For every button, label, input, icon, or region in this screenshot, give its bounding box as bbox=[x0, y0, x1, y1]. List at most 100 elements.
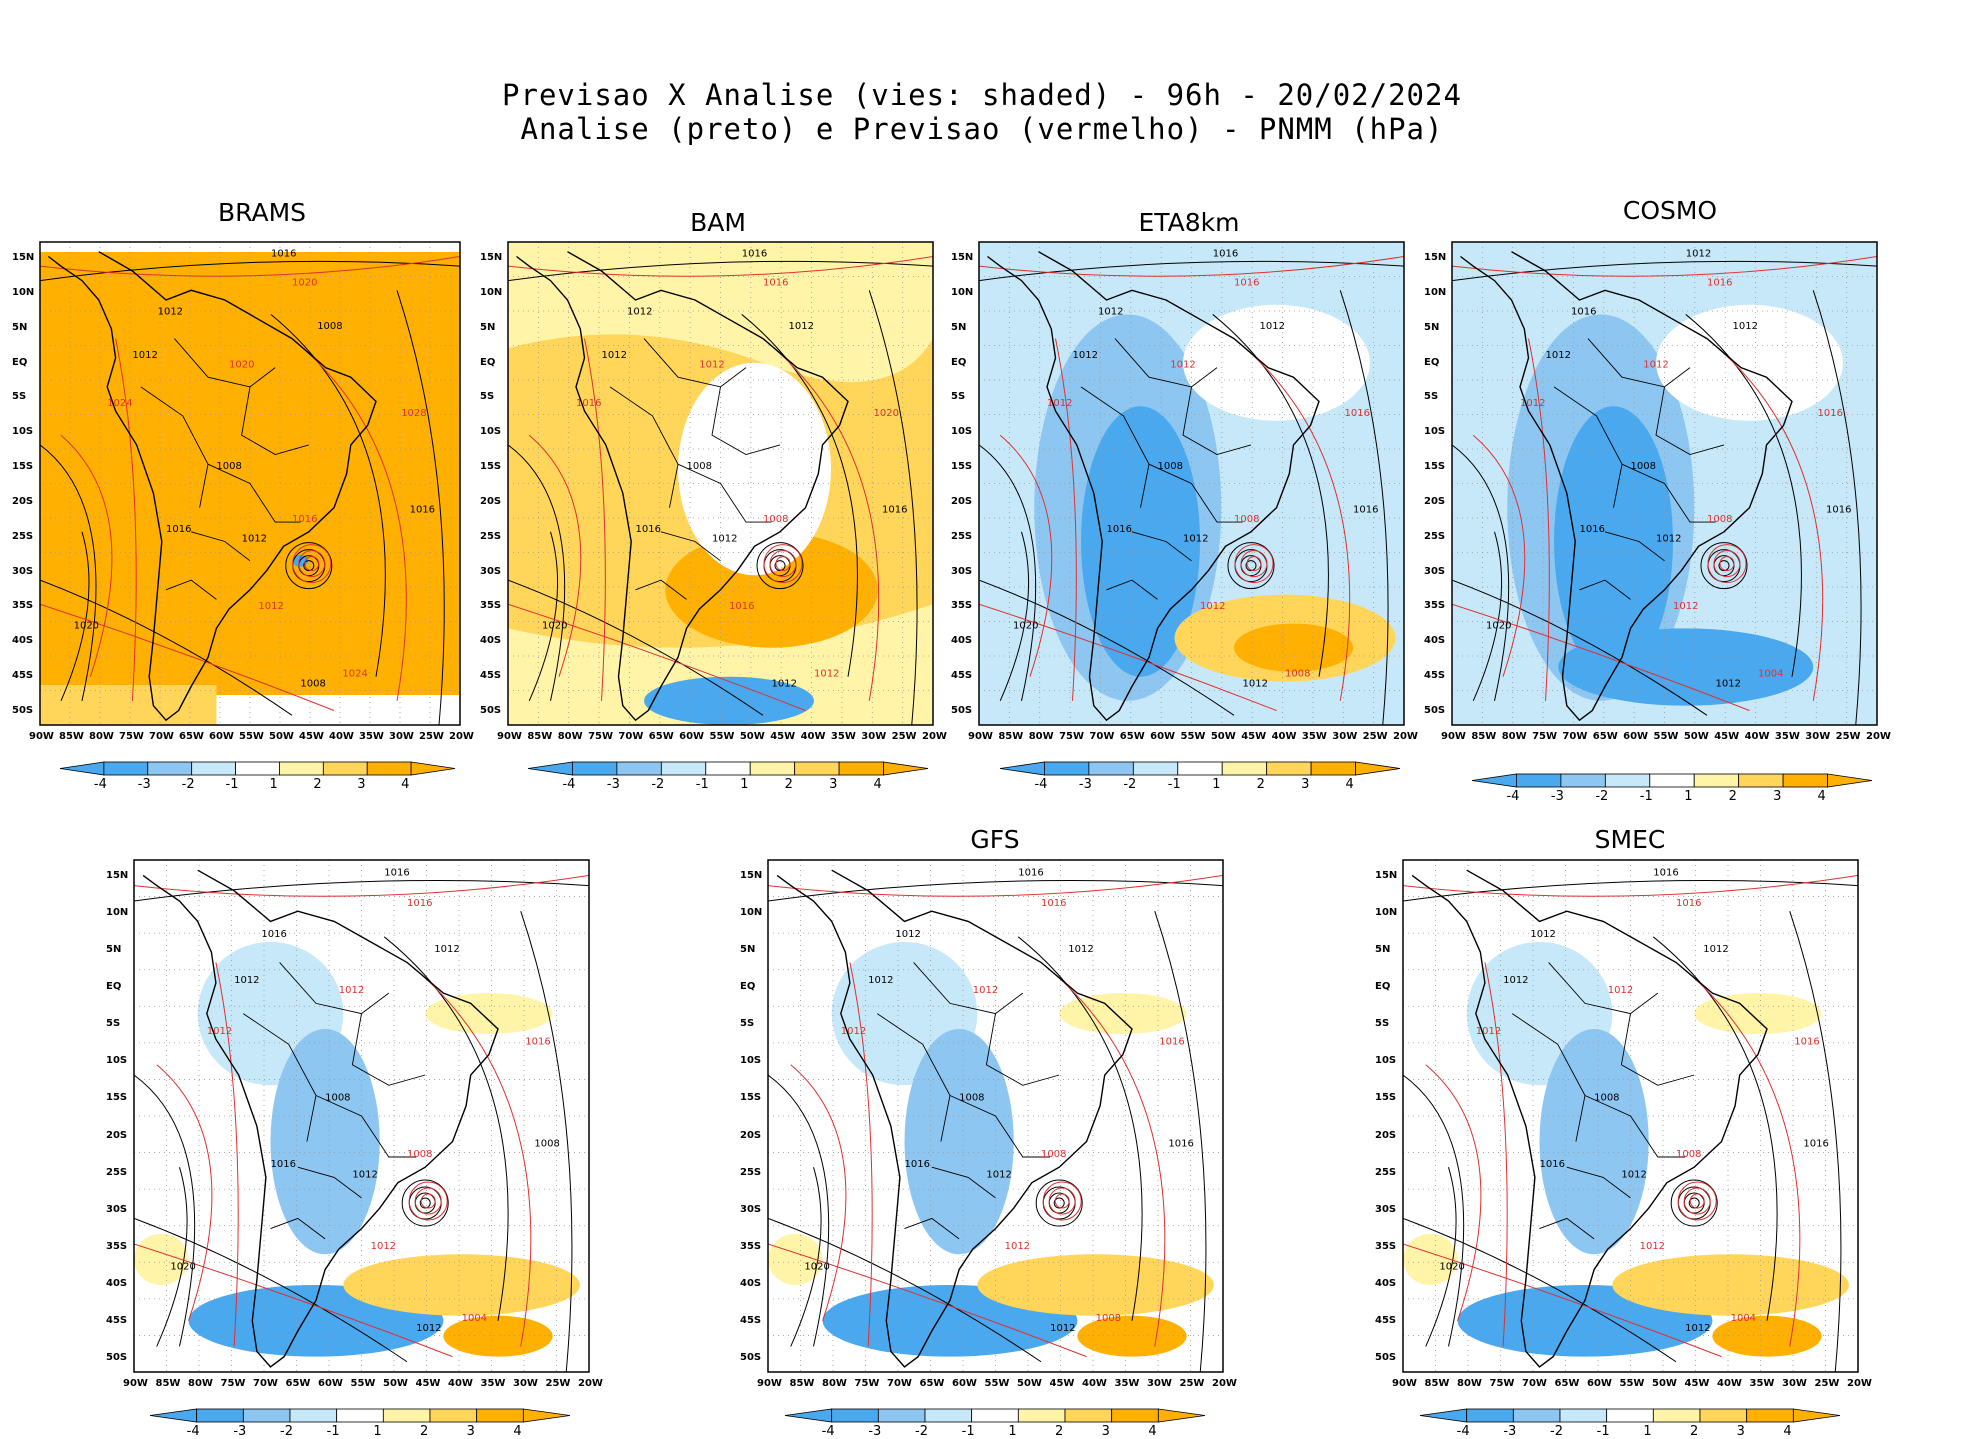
lat-tick-label: 30S bbox=[740, 1203, 762, 1215]
isobar-label-analysis: 1008 bbox=[959, 1093, 984, 1104]
isobar-label-analysis: 1012 bbox=[1098, 306, 1123, 317]
isobar-label-forecast: 1012 bbox=[1520, 398, 1545, 409]
isobar-label-forecast: 1016 bbox=[1159, 1036, 1184, 1047]
lat-tick-label: EQ bbox=[1424, 356, 1440, 368]
lon-tick-label: 30W bbox=[513, 1378, 538, 1389]
colorbar-label: 2 bbox=[1055, 1424, 1064, 1439]
lat-tick-label: EQ bbox=[951, 356, 967, 368]
isobar-label-forecast: 1004 bbox=[1731, 1313, 1756, 1324]
isobar-label-forecast: 1012 bbox=[1047, 398, 1072, 409]
lon-tick-label: 55W bbox=[1653, 731, 1679, 742]
lon-tick-label: 55W bbox=[1180, 731, 1206, 742]
colorbar-label: 1 bbox=[373, 1424, 382, 1439]
isobar-label-analysis: 1016 bbox=[742, 248, 767, 259]
lat-tick-label: 5S bbox=[740, 1018, 755, 1030]
lat-tick-label: 35S bbox=[1375, 1240, 1397, 1252]
lat-tick-label: 25S bbox=[106, 1166, 128, 1178]
colorbar-label: -4 bbox=[1456, 1424, 1470, 1439]
lon-tick-label: 45W bbox=[1049, 1378, 1075, 1389]
lat-tick-label: 30S bbox=[12, 565, 34, 577]
colorbar-label: -1 bbox=[1596, 1424, 1610, 1439]
isobar-label-forecast: 1008 bbox=[1234, 514, 1259, 525]
isobar-label-analysis: 1012 bbox=[712, 533, 737, 544]
colorbar-label: 4 bbox=[873, 777, 882, 792]
colorbar-label: 3 bbox=[1773, 789, 1782, 804]
isobar-label-forecast: 1016 bbox=[1234, 277, 1259, 288]
colorbar-label: -4 bbox=[1506, 789, 1520, 804]
isobar-label-forecast: 1004 bbox=[1758, 669, 1783, 680]
lon-tick-label: 20W bbox=[1866, 731, 1891, 742]
lat-tick-label: 45S bbox=[106, 1314, 128, 1326]
lon-tick-label: 65W bbox=[179, 731, 204, 742]
colorbar-label: 3 bbox=[357, 777, 366, 792]
colorbar bbox=[527, 761, 929, 776]
lat-tick-label: 10N bbox=[1375, 907, 1398, 919]
lat-tick-label: 35S bbox=[1424, 600, 1446, 612]
panel-title: ETA8km bbox=[1138, 208, 1240, 237]
colorbar-label: -1 bbox=[695, 777, 709, 792]
isobar-label-forecast: 1016 bbox=[1818, 408, 1843, 419]
lat-tick-label: EQ bbox=[12, 356, 28, 368]
isobar-label-forecast: 1008 bbox=[1096, 1313, 1121, 1324]
isobar-label-analysis: 1008 bbox=[216, 461, 241, 472]
isobar-label-forecast: 1012 bbox=[699, 360, 724, 371]
lon-tick-label: 40W bbox=[1271, 731, 1297, 742]
lon-tick-label: 70W bbox=[618, 731, 644, 742]
isobar-label-forecast: 1016 bbox=[1345, 408, 1370, 419]
isobar-label-analysis: 1016 bbox=[410, 504, 435, 515]
colorbar-label: -3 bbox=[137, 777, 151, 792]
lon-tick-label: 25W bbox=[1835, 731, 1861, 742]
isobar-label-analysis: 1016 bbox=[384, 867, 409, 878]
lat-tick-label: 5S bbox=[12, 391, 27, 403]
lon-tick-label: 55W bbox=[1619, 1378, 1645, 1389]
isobar-label-analysis: 1012 bbox=[234, 975, 259, 986]
isobar-label-forecast: 1012 bbox=[1476, 1026, 1501, 1037]
lon-tick-label: 25W bbox=[891, 731, 917, 742]
isobar-label-forecast: 1008 bbox=[1041, 1149, 1066, 1160]
isobar-label-analysis: 1020 bbox=[804, 1262, 829, 1273]
isobar-label-analysis: 1012 bbox=[1530, 929, 1555, 940]
lon-tick-label: 60W bbox=[318, 1378, 343, 1389]
lat-tick-label: 40S bbox=[740, 1277, 762, 1289]
panel-title: GFS bbox=[970, 825, 1020, 854]
lon-tick-label: 75W bbox=[854, 1378, 880, 1389]
lon-tick-label: 20W bbox=[1212, 1378, 1237, 1389]
lat-tick-label: 35S bbox=[106, 1240, 128, 1252]
lon-tick-label: 85W bbox=[1471, 731, 1497, 742]
lat-tick-label: 15S bbox=[1424, 461, 1446, 473]
isobar-label-analysis: 1016 bbox=[1018, 867, 1043, 878]
lon-tick-label: 90W bbox=[1392, 1378, 1417, 1389]
lon-tick-label: 50W bbox=[269, 731, 294, 742]
isobar-label-forecast: 1012 bbox=[1643, 360, 1668, 371]
lon-tick-label: 30W bbox=[1332, 731, 1358, 742]
isobar-label-analysis: 1016 bbox=[1571, 306, 1596, 317]
isobar-label-analysis: 1020 bbox=[542, 620, 567, 631]
lon-tick-label: 65W bbox=[1554, 1378, 1580, 1389]
lon-tick-label: 70W bbox=[887, 1378, 912, 1389]
figure-title-line1: Previsao X Analise (vies: shaded) - 96h … bbox=[502, 78, 1462, 112]
lon-tick-label: 50W bbox=[383, 1378, 408, 1389]
isobar-label-forecast: 1016 bbox=[763, 277, 788, 288]
lat-tick-label: 10N bbox=[480, 286, 503, 298]
lon-tick-label: 60W bbox=[952, 1378, 977, 1389]
lon-tick-label: 80W bbox=[1501, 731, 1527, 742]
lat-tick-label: 15S bbox=[951, 461, 973, 473]
isobar-label-analysis: 1016 bbox=[1826, 504, 1851, 515]
lon-tick-label: 40W bbox=[1082, 1378, 1107, 1389]
lon-tick-label: 40W bbox=[800, 731, 826, 742]
isobar-label-analysis: 1012 bbox=[1183, 533, 1208, 544]
lat-tick-label: 40S bbox=[1424, 635, 1446, 647]
lat-tick-label: 5N bbox=[12, 321, 28, 333]
lat-tick-label: 20S bbox=[1375, 1129, 1397, 1141]
lat-tick-label: 10S bbox=[106, 1055, 128, 1067]
isobar-label-forecast: 1008 bbox=[1285, 669, 1310, 680]
panel-title: COSMO bbox=[1622, 196, 1718, 225]
lon-tick-label: 45W bbox=[1241, 731, 1267, 742]
isobar-label-analysis: 1008 bbox=[1631, 461, 1656, 472]
lon-tick-label: 30W bbox=[1805, 731, 1831, 742]
lon-tick-label: 35W bbox=[480, 1378, 506, 1389]
lat-tick-label: 5S bbox=[106, 1018, 121, 1030]
lat-tick-label: 50S bbox=[740, 1352, 762, 1363]
isobar-label-analysis: 1016 bbox=[882, 504, 907, 515]
lat-tick-label: 15N bbox=[12, 252, 35, 263]
